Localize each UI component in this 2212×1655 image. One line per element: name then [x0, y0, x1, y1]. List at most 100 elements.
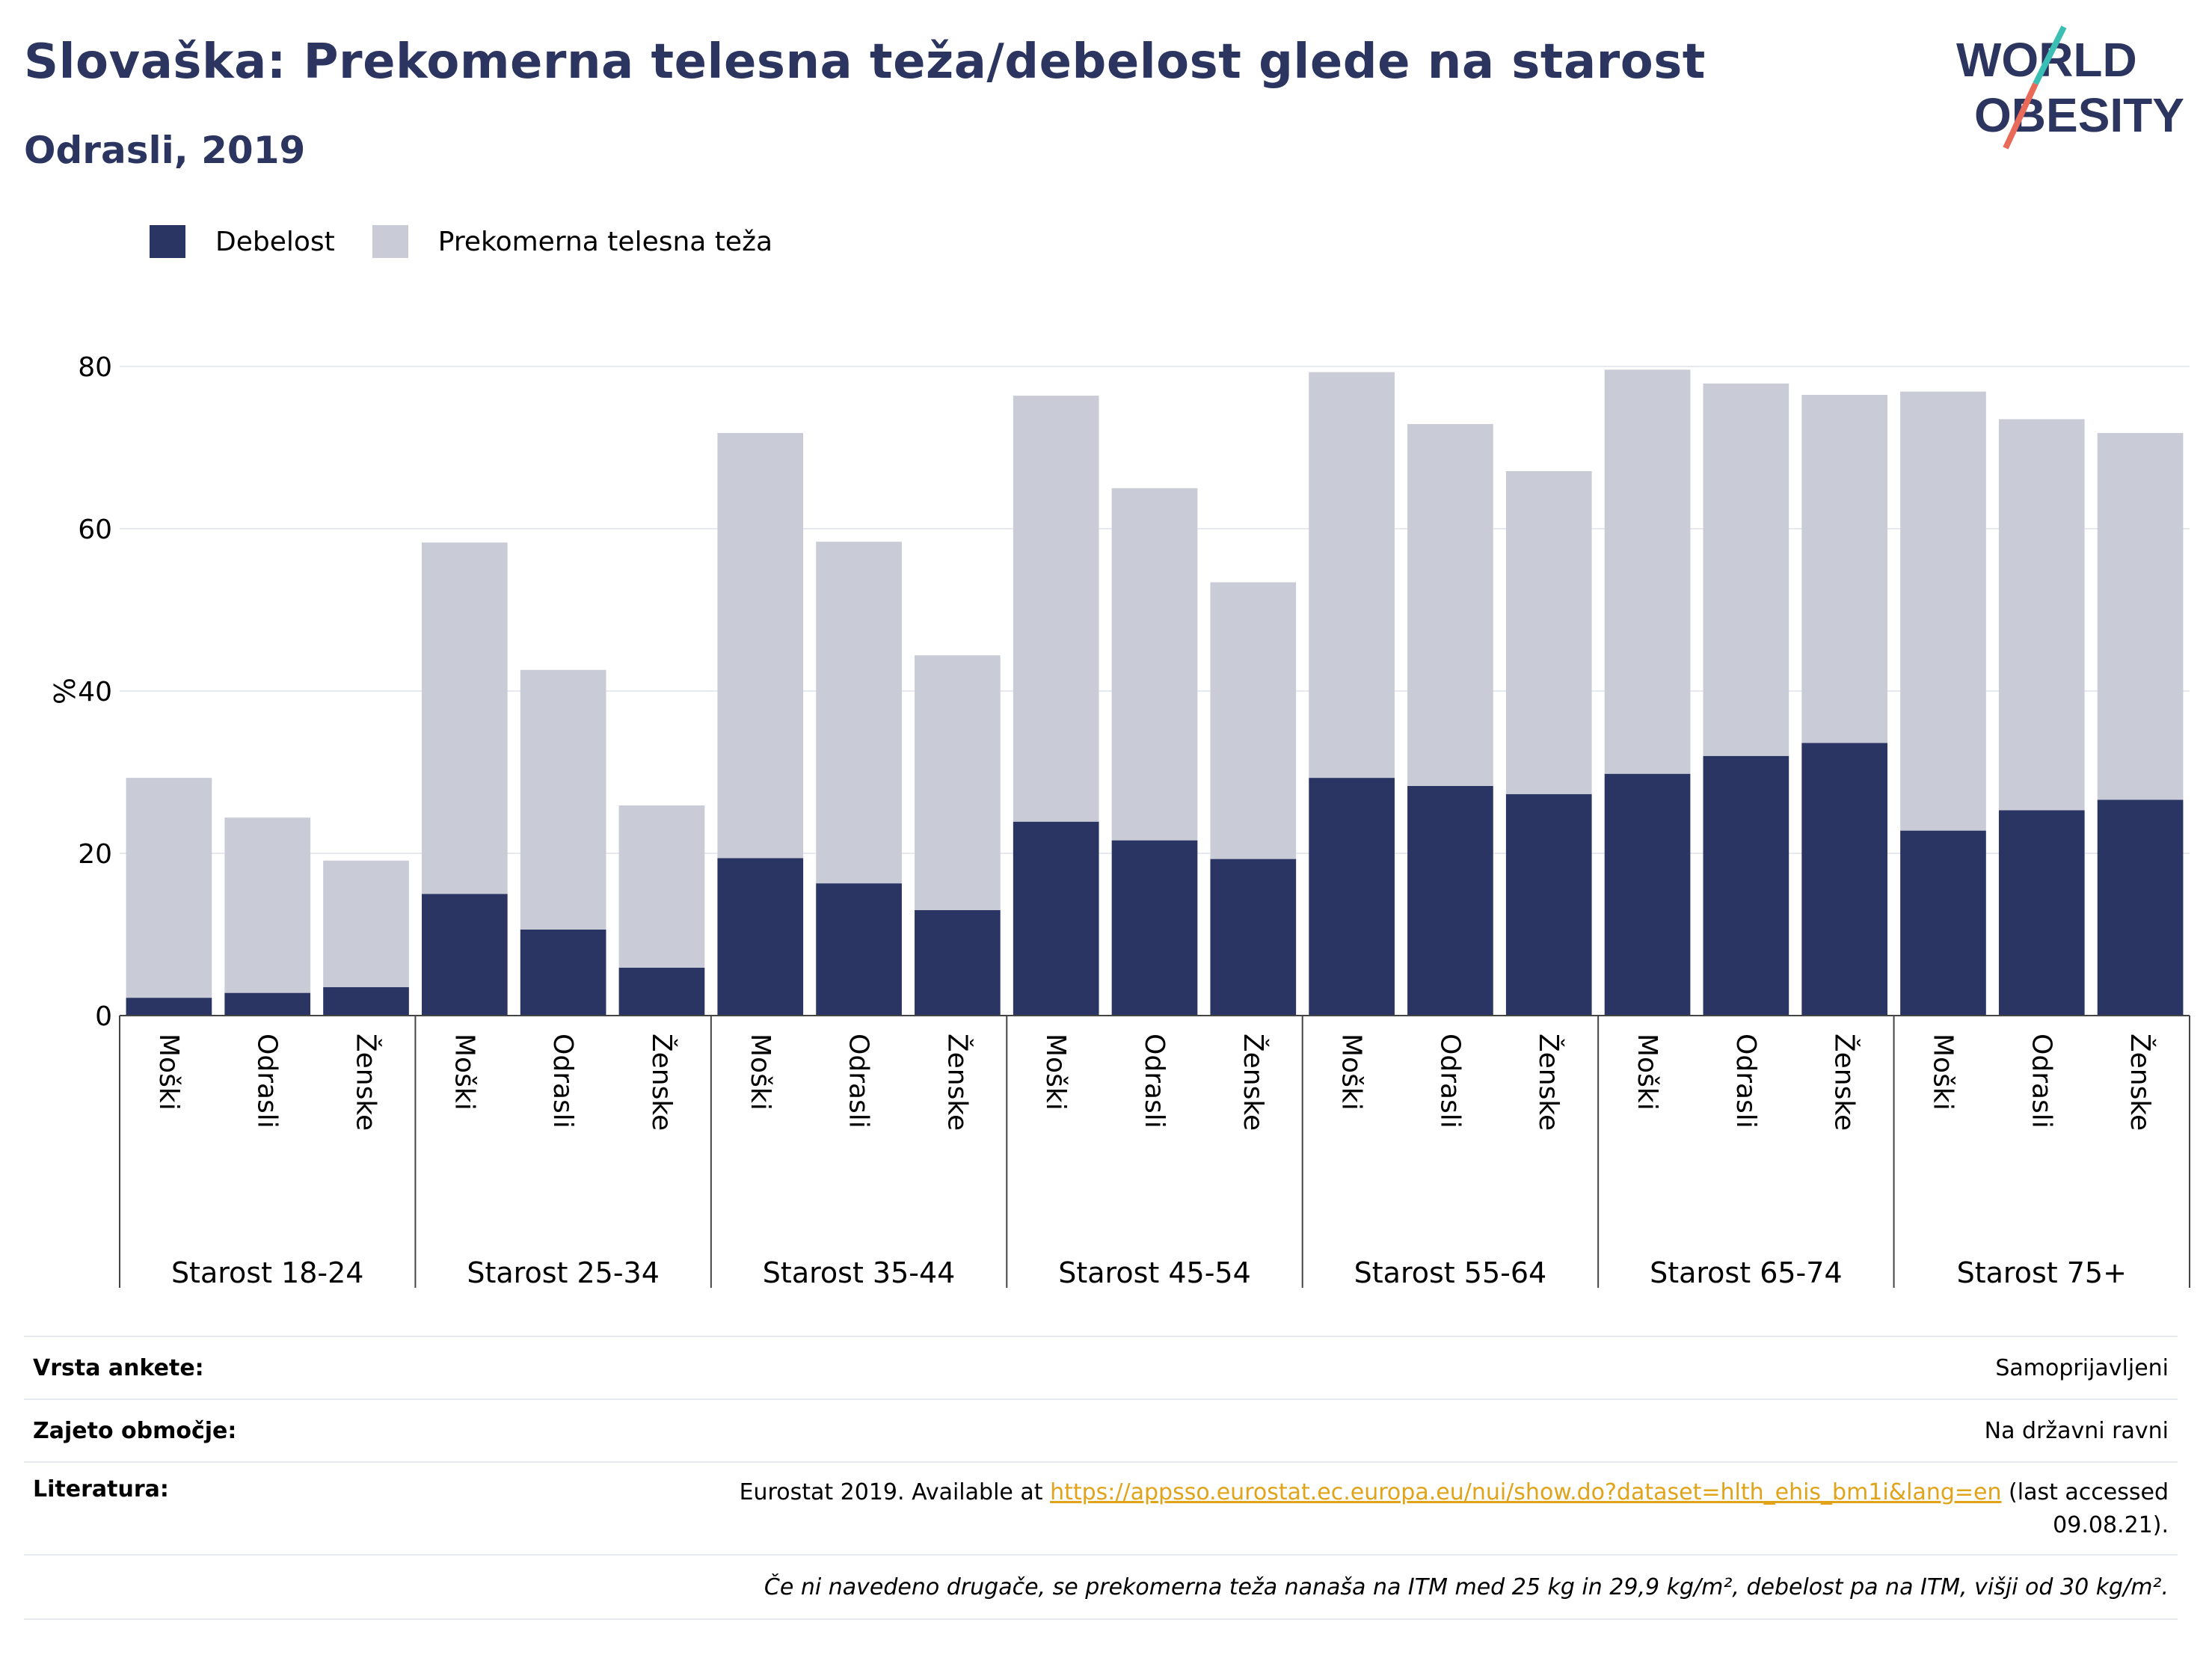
- chart-subtitle: Odrasli, 2019: [24, 129, 306, 172]
- x-group-label: Starost 45-54: [1058, 1256, 1251, 1289]
- survey-value: Samoprijavljeni: [1995, 1354, 2169, 1381]
- info-row-coverage: Zajeto območje: Na državni ravni: [24, 1398, 2178, 1461]
- x-subcategory-label: Moški: [1632, 1034, 1662, 1111]
- y-axis-label: %: [47, 678, 80, 704]
- world-obesity-logo: WORLD OBESITY: [1956, 25, 2184, 150]
- bar-overweight: [323, 860, 409, 988]
- bar-obesity: [2097, 799, 2184, 1016]
- x-subcategory-label: Moški: [153, 1034, 184, 1111]
- stacked-bar-chart: 0 20 40 60 80% Moški Odrasli Ženske Moški Odrasli…: [47, 352, 2190, 1289]
- y-tick-label: 60: [78, 515, 112, 545]
- bar-overweight: [1407, 424, 1493, 786]
- legend: Debelost Prekomerna telesna teža: [150, 223, 810, 260]
- x-group-label: Starost 18-24: [171, 1256, 364, 1289]
- x-subcategory-label: Ženske: [646, 1034, 678, 1131]
- bar-overweight: [1900, 391, 1986, 831]
- y-tick-label: 40: [78, 677, 112, 707]
- x-subcategory-label: Ženske: [1533, 1034, 1564, 1131]
- bar-overweight: [2097, 432, 2184, 800]
- bar-obesity: [224, 992, 311, 1016]
- y-tick-label: 0: [95, 1001, 112, 1032]
- bar-overweight: [1210, 582, 1297, 859]
- references-value: Eurostat 2019. Available at https://apps…: [673, 1476, 2169, 1542]
- legend-label-overweight: Prekomerna telesna teža: [437, 226, 773, 257]
- legend-swatch-obesity: [150, 225, 185, 258]
- x-subcategory-label: Odrasli: [2026, 1034, 2056, 1129]
- legend-label-obesity: Debelost: [215, 226, 335, 257]
- bar-overweight: [224, 817, 311, 993]
- bar-obesity: [1407, 785, 1493, 1016]
- x-subcategory-label: Odrasli: [252, 1034, 283, 1129]
- legend-swatch-overweight: [372, 225, 408, 258]
- x-subcategory-label: Moški: [1927, 1034, 1958, 1111]
- bar-obesity: [816, 883, 902, 1016]
- x-subcategory-label: Moški: [1336, 1034, 1367, 1111]
- info-row-footnote: Če ni navedeno drugače, se prekomerna te…: [24, 1554, 2178, 1620]
- logo-slash-coral: [2003, 82, 2039, 150]
- info-table: Vrsta ankete: Samoprijavljeni Zajeto obm…: [24, 1336, 2178, 1620]
- x-group-label: Starost 75+: [1957, 1256, 2127, 1289]
- y-tick-label: 20: [78, 839, 112, 870]
- x-subcategory-label: Ženske: [1829, 1034, 1861, 1131]
- references-prefix: Eurostat 2019. Available at: [739, 1479, 1051, 1505]
- bar-obesity: [1210, 859, 1297, 1016]
- info-row-survey: Vrsta ankete: Samoprijavljeni: [24, 1336, 2178, 1398]
- bar-obesity: [915, 909, 1001, 1016]
- x-subcategory-label: Ženske: [941, 1034, 973, 1131]
- bar-obesity: [1801, 743, 1888, 1016]
- bar-overweight: [816, 541, 902, 884]
- x-subcategory-label: Ženske: [2125, 1034, 2156, 1131]
- references-label: Literatura:: [33, 1476, 169, 1502]
- y-tick-label: 80: [78, 352, 112, 383]
- bar-obesity: [1604, 773, 1691, 1016]
- bar-overweight: [421, 542, 508, 894]
- coverage-label: Zajeto območje:: [33, 1417, 237, 1444]
- x-subcategory-label: Odrasli: [1139, 1034, 1170, 1129]
- bar-obesity: [1900, 830, 1986, 1016]
- bar-obesity: [1309, 778, 1395, 1016]
- bar-overweight: [1998, 419, 2085, 811]
- bar-overweight: [1309, 372, 1395, 779]
- bar-obesity: [717, 858, 804, 1016]
- survey-label: Vrsta ankete:: [33, 1354, 204, 1381]
- references-link[interactable]: https://appsso.eurostat.ec.europa.eu/nui…: [1050, 1479, 2002, 1505]
- x-subcategory-label: Ženske: [1238, 1034, 1269, 1131]
- bar-overweight: [915, 655, 1001, 910]
- bar-overweight: [520, 669, 606, 930]
- bar-overweight: [717, 432, 804, 859]
- bar-obesity: [1998, 810, 2085, 1016]
- bar-overweight: [1505, 470, 1592, 794]
- bar-obesity: [520, 929, 606, 1016]
- legend-item-overweight: Prekomerna telesna teža: [372, 225, 772, 258]
- x-subcategory-label: Odrasli: [1434, 1034, 1465, 1129]
- bar-obesity: [323, 987, 409, 1016]
- bar-overweight: [1013, 396, 1099, 822]
- x-group-label: Starost 25-34: [467, 1256, 660, 1289]
- bar-obesity: [618, 967, 705, 1016]
- bar-obesity: [1505, 793, 1592, 1016]
- footnote: Če ni navedeno drugače, se prekomerna te…: [764, 1573, 2169, 1600]
- bar-overweight: [126, 778, 212, 998]
- bar-obesity: [126, 998, 212, 1016]
- bar-overweight: [1604, 369, 1691, 774]
- bar-overweight: [1111, 488, 1198, 841]
- x-subcategory-label: Moški: [1040, 1034, 1071, 1111]
- x-subcategory-label: Odrasli: [844, 1034, 874, 1129]
- coverage-value: Na državni ravni: [1984, 1417, 2169, 1444]
- chart-title: Slovaška: Prekomerna telesna teža/debelo…: [24, 34, 1706, 90]
- x-subcategory-label: Ženske: [351, 1034, 382, 1131]
- x-subcategory-label: Moški: [449, 1034, 479, 1111]
- bar-obesity: [1703, 755, 1789, 1016]
- x-group-label: Starost 55-64: [1354, 1256, 1547, 1289]
- x-subcategory-label: Odrasli: [1730, 1034, 1761, 1129]
- references-suffix: (last accessed 09.08.21).: [2001, 1479, 2169, 1538]
- x-group-label: Starost 35-44: [763, 1256, 956, 1289]
- legend-item-obesity: Debelost: [150, 225, 335, 258]
- x-subcategory-label: Moški: [745, 1034, 775, 1111]
- x-group-label: Starost 65-74: [1650, 1256, 1843, 1289]
- bar-overweight: [1703, 383, 1789, 756]
- bar-obesity: [421, 894, 508, 1016]
- bar-overweight: [618, 805, 705, 968]
- logo-line2: OBESITY: [1974, 88, 2184, 142]
- info-row-references: Literatura: Eurostat 2019. Available at …: [24, 1461, 2178, 1554]
